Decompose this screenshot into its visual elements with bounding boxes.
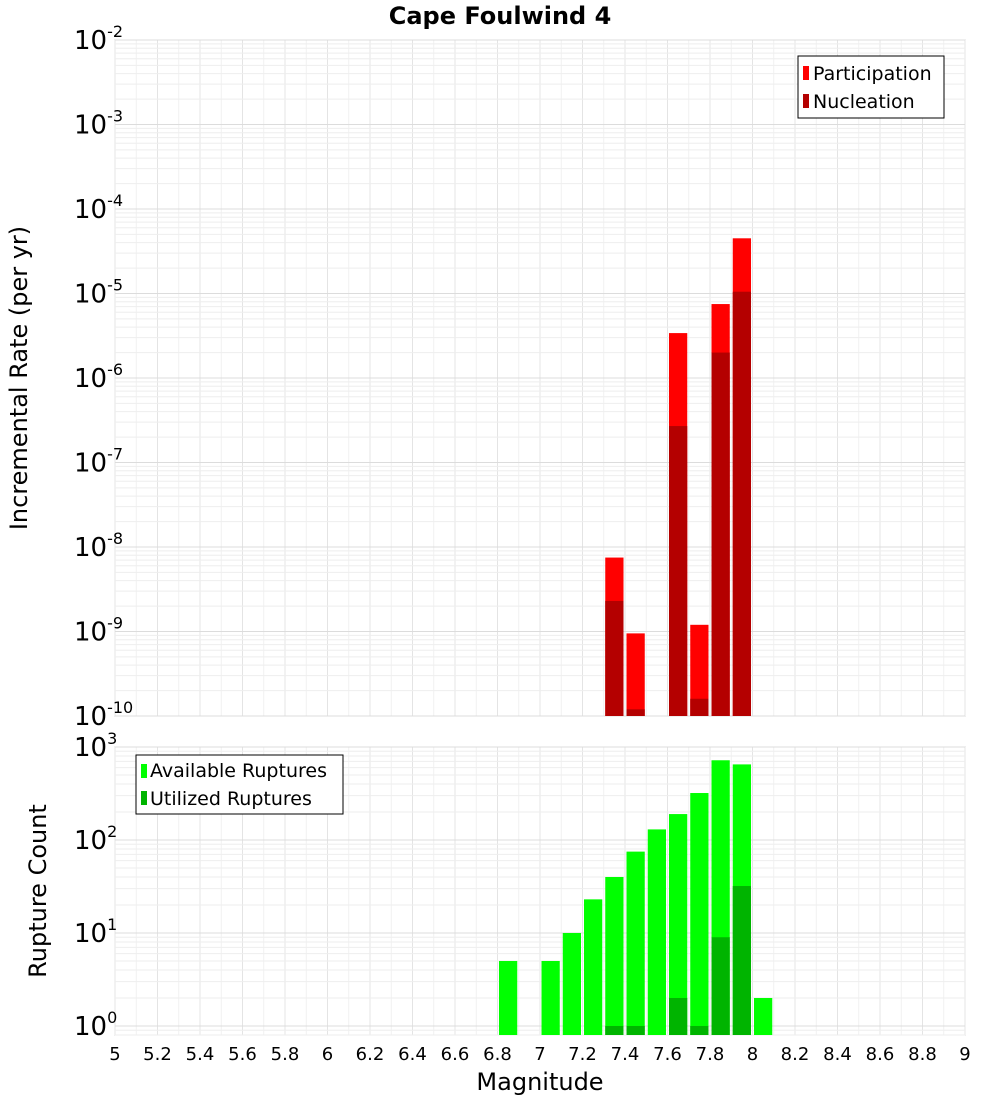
rate-bar-participation-m7-45 (626, 633, 645, 716)
x-tick-label: 8.8 (908, 1044, 937, 1065)
x-tick-label: 8.2 (781, 1044, 810, 1065)
rate-bar-nucleation-m7-35 (605, 600, 624, 716)
legend-label-available: Available Ruptures (150, 760, 327, 782)
rate-bar-participation-m7-75 (690, 624, 709, 716)
rate-y-tick-label: 10-2 (74, 22, 123, 56)
legend-label-nucleation: Nucleation (813, 91, 915, 113)
x-tick-label: 7.6 (653, 1044, 682, 1065)
x-tick-label: 6.8 (483, 1044, 512, 1065)
x-tick-label: 8.4 (823, 1044, 852, 1065)
count-bar-utilized-ruptures-m7-75 (690, 1025, 709, 1035)
rate-bar-nucleation-m7-85 (711, 352, 730, 716)
rate-legend: Participation Nucleation (797, 55, 945, 119)
count-y-tick-label: 101 (74, 915, 117, 949)
count-y-ticks: 103 102 101 100 (74, 729, 117, 1042)
x-tick-label: 7.4 (611, 1044, 640, 1065)
count-legend: Available Ruptures Utilized Ruptures (135, 754, 344, 815)
rate-panel: 10-2 10-3 10-4 10-5 10-6 10-7 10-8 10-9 10-10 In… (5, 22, 966, 732)
count-bar-available-ruptures-m7-55 (647, 829, 666, 1035)
legend-swatch-nucleation (803, 94, 809, 108)
x-tick-label: 9 (959, 1044, 970, 1065)
x-tick-label: 5.8 (271, 1044, 300, 1065)
rate-legend-box (797, 55, 945, 119)
rate-y-tick-label: 10-3 (74, 107, 123, 141)
rate-bar-nucleation-m7-45 (626, 709, 645, 716)
rate-bars (605, 238, 751, 717)
rate-grid (114, 39, 966, 717)
rate-y-tick-label: 10-8 (74, 529, 123, 563)
count-bar-available-ruptures-m8-05 (754, 997, 773, 1035)
count-bar-available-ruptures-m6-85 (499, 960, 518, 1035)
x-tick-label: 5 (109, 1044, 120, 1065)
legend-swatch-available (141, 764, 147, 778)
count-bar-available-ruptures-m7-15 (562, 932, 581, 1035)
x-tick-label: 5.2 (143, 1044, 172, 1065)
x-tick-label: 7.2 (568, 1044, 597, 1065)
legend-swatch-utilized (141, 791, 147, 805)
x-axis-label: Magnitude (476, 1068, 603, 1096)
x-tick-label: 6.6 (441, 1044, 470, 1065)
count-bar-available-ruptures-m7-25 (584, 899, 603, 1035)
chart-title: Cape Foulwind 4 (389, 2, 612, 30)
x-tick-label: 6.2 (356, 1044, 385, 1065)
count-y-tick-label: 100 (74, 1008, 117, 1042)
count-bar-available-ruptures-m7-75 (690, 793, 709, 1035)
legend-swatch-participation (803, 66, 809, 80)
count-y-tick-label: 103 (74, 729, 117, 763)
rate-y-axis-label: Incremental Rate (per yr) (5, 226, 33, 530)
count-bar-utilized-ruptures-m7-35 (605, 1025, 624, 1035)
rate-bar-nucleation-m7-95 (732, 291, 751, 716)
rate-bar-nucleation-m7-75 (690, 698, 709, 716)
count-bar-available-ruptures-m7-35 (605, 877, 624, 1035)
rate-y-tick-label: 10-5 (74, 276, 123, 310)
x-tick-label: 7.8 (696, 1044, 725, 1065)
legend-label-utilized: Utilized Ruptures (150, 788, 312, 810)
x-tick-label: 5.6 (228, 1044, 257, 1065)
rate-y-tick-label: 10-10 (74, 698, 133, 732)
x-tick-label: 5.4 (186, 1044, 215, 1065)
count-y-axis-label: Rupture Count (24, 804, 52, 978)
count-legend-box (135, 754, 344, 815)
x-tick-label: 8 (747, 1044, 758, 1065)
count-bar-available-ruptures-m7-65 (669, 814, 688, 1035)
rate-y-tick-label: 10-7 (74, 445, 123, 479)
count-bar-utilized-ruptures-m7-45 (626, 1025, 645, 1035)
count-bar-available-ruptures-m7-05 (541, 960, 560, 1035)
count-bar-utilized-ruptures-m7-65 (669, 997, 688, 1035)
count-bar-available-ruptures-m7-45 (626, 851, 645, 1035)
count-x-ticks: 5 5.2 5.4 5.6 5.8 6 6.2 6.4 6.6 6.8 7 7.2 7.4 7.6 7.8 8… (109, 1044, 970, 1065)
x-tick-label: 6 (322, 1044, 333, 1065)
x-tick-label: 8.6 (866, 1044, 895, 1065)
rate-y-tick-label: 10-9 (74, 614, 123, 648)
rate-y-ticks: 10-2 10-3 10-4 10-5 10-6 10-7 10-8 10-9 10-10 (74, 22, 133, 732)
legend-label-participation: Participation (813, 63, 932, 85)
count-bars (499, 760, 773, 1035)
count-y-tick-label: 102 (74, 822, 117, 856)
x-tick-label: 6.4 (398, 1044, 427, 1065)
count-bar-utilized-ruptures-m7-85 (711, 937, 730, 1035)
rate-y-tick-label: 10-6 (74, 360, 123, 394)
rate-y-tick-label: 10-4 (74, 191, 123, 225)
x-tick-label: 7 (534, 1044, 545, 1065)
count-panel: 103 102 101 100 5 5.2 5.4 5.6 5.8 6 6.2 6.4 6.6 6.8 7… (24, 729, 971, 1096)
count-bar-utilized-ruptures-m7-95 (732, 886, 751, 1035)
rate-bar-nucleation-m7-65 (669, 426, 688, 716)
